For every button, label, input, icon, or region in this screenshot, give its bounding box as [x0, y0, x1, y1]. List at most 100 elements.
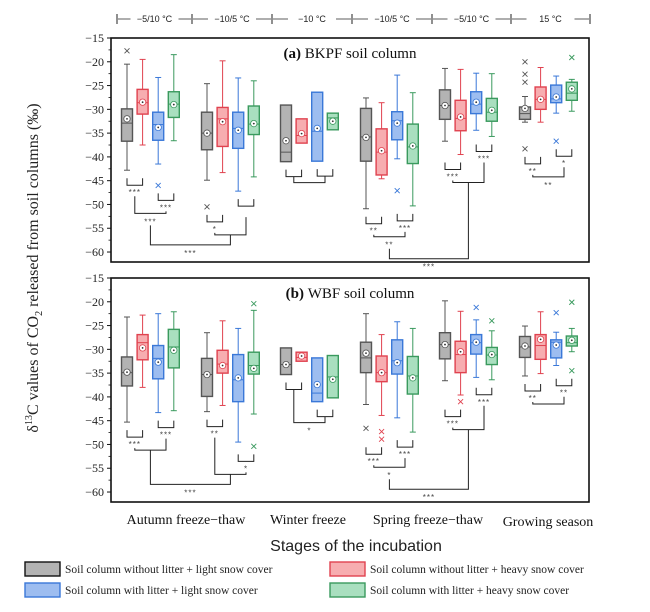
box — [359, 313, 373, 432]
pair-bracket — [555, 378, 573, 387]
box-iqr — [120, 108, 134, 142]
significance-label: *** — [184, 249, 196, 258]
significance-label: *** — [447, 173, 459, 182]
significance-label: *** — [129, 188, 141, 197]
significance-label: ** — [544, 181, 552, 190]
y-tick-label: −60 — [85, 485, 104, 499]
significance-label: ** — [385, 241, 393, 250]
mean-dot — [396, 361, 399, 364]
mean-dot — [157, 126, 160, 129]
outlier-stroke — [204, 204, 210, 210]
box-iqr — [375, 355, 388, 383]
mean-dot — [285, 139, 287, 142]
panel-b: −15 −20 −25 −30 −35 −40 −45 −50 −55 −60 (b) WBF so… — [85, 271, 590, 503]
significance-label: * — [562, 159, 566, 168]
significance-label: *** — [423, 263, 435, 272]
box — [438, 67, 452, 142]
ylabel-mid: C values of CO — [25, 316, 42, 415]
outlier-marker — [250, 300, 257, 307]
box — [438, 300, 452, 382]
panel-title: (a) BKPF soil column — [284, 46, 417, 62]
outlier-stroke — [155, 182, 162, 189]
group-bracket — [532, 167, 565, 178]
significance-label: ** — [560, 389, 568, 398]
mean-dot — [237, 376, 240, 379]
mean-dot — [490, 353, 493, 356]
pair-bracket — [237, 199, 255, 207]
box — [534, 66, 547, 123]
group-bracket — [373, 458, 406, 468]
y-tick-label: −40 — [85, 390, 104, 404]
outlier-stroke — [250, 300, 257, 307]
pair-bracket — [524, 383, 542, 392]
legend-item: Soil column without litter + heavy snow … — [329, 561, 584, 577]
box — [167, 311, 181, 412]
significance-label: *** — [129, 440, 141, 449]
y-tick-label: −60 — [85, 245, 104, 259]
mean-dot — [411, 145, 414, 147]
box — [375, 102, 388, 180]
box — [518, 325, 532, 377]
significance-label: *** — [478, 398, 490, 407]
outlier-marker — [522, 58, 528, 65]
box — [550, 75, 563, 145]
mean-dot — [141, 347, 144, 349]
mean-dot — [300, 355, 303, 357]
mean-dot — [172, 103, 175, 106]
mean-dot — [365, 352, 367, 355]
pair-bracket — [444, 162, 462, 171]
outlier-marker — [522, 145, 528, 152]
significance-label: *** — [399, 224, 411, 233]
box — [151, 313, 165, 414]
mean-dot — [331, 120, 334, 123]
box-iqr — [311, 357, 324, 403]
mean-dot — [475, 101, 478, 104]
outlier-stroke — [473, 304, 480, 311]
box — [470, 72, 483, 131]
pair-bracket — [444, 409, 462, 418]
mean-dot — [252, 122, 255, 125]
stage-label-spring: Spring freeze−thaw — [373, 513, 484, 528]
significance-label: * — [387, 471, 391, 480]
mean-dot — [316, 383, 319, 386]
pair-bracket — [475, 144, 493, 152]
x-axis-label: Stages of the incubation — [270, 538, 442, 555]
y-tick-label: −55 — [85, 461, 104, 475]
pair-bracket — [396, 440, 414, 448]
box-iqr — [534, 333, 547, 361]
box — [518, 58, 532, 152]
legend-item: Soil column with litter + heavy snow cov… — [329, 582, 569, 598]
pair-bracket — [157, 193, 175, 201]
y-tick-label: −45 — [85, 174, 104, 188]
outlier-stroke — [457, 398, 464, 405]
mean-dot — [555, 96, 558, 98]
box — [295, 351, 308, 362]
box — [216, 60, 229, 174]
mean-dot — [539, 338, 542, 341]
box — [279, 104, 293, 163]
legend-label: Soil column without litter + light snow … — [65, 564, 273, 576]
mean-dot — [459, 116, 462, 118]
outlier-marker — [553, 138, 560, 145]
y-tick-label: −50 — [85, 437, 104, 451]
mean-dot — [380, 149, 383, 152]
box-iqr — [550, 339, 563, 359]
mean-dot — [285, 363, 287, 366]
box — [485, 317, 498, 381]
mean-dot — [206, 373, 208, 376]
y-tick-label: −45 — [85, 414, 104, 428]
y-tick-label: −25 — [85, 79, 104, 93]
y-tick-label: −35 — [85, 126, 104, 140]
outlier-stroke — [522, 71, 528, 77]
outlier-stroke — [553, 138, 560, 145]
box-iqr — [279, 104, 293, 163]
mean-dot — [221, 364, 224, 367]
pair-bracket — [365, 447, 383, 455]
box-iqr — [454, 340, 467, 374]
significance-label: *** — [160, 431, 172, 440]
panel-frame — [110, 37, 590, 263]
stage-label-autumn: Autumn freeze−thaw — [127, 513, 247, 528]
group-bracket — [134, 196, 167, 214]
box — [391, 74, 404, 194]
